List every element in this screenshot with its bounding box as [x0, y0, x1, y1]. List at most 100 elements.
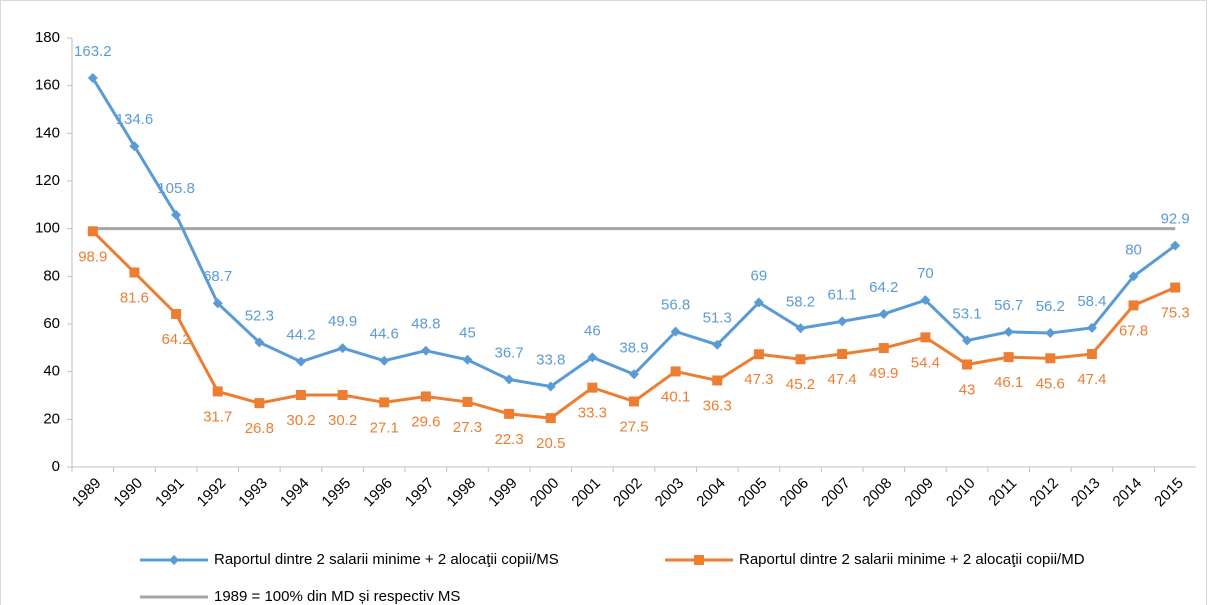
data-label: 134.6 — [116, 111, 154, 128]
y-tick-label: 0 — [52, 458, 60, 475]
data-point — [920, 332, 931, 343]
data-label: 33.8 — [536, 351, 565, 368]
data-label: 27.3 — [453, 419, 482, 436]
data-label: 98.9 — [78, 248, 107, 265]
data-label: 47.4 — [1077, 371, 1106, 388]
x-tick-label: 2007 — [818, 475, 854, 511]
data-label: 40.1 — [661, 388, 690, 405]
data-label: 58.2 — [786, 293, 815, 310]
data-point — [171, 308, 182, 319]
x-tick-label: 1999 — [485, 475, 521, 511]
data-point — [545, 381, 556, 392]
y-tick-label: 60 — [43, 315, 60, 332]
data-point — [295, 390, 306, 401]
data-point — [1128, 271, 1139, 282]
data-label: 46 — [584, 322, 601, 339]
x-tick-label: 2013 — [1068, 475, 1104, 511]
data-label: 56.8 — [661, 297, 690, 314]
data-point — [878, 308, 889, 319]
data-point — [379, 397, 390, 408]
data-label: 70 — [917, 265, 934, 282]
data-label: 56.7 — [994, 297, 1023, 314]
data-point — [795, 323, 806, 334]
data-point — [1128, 300, 1139, 311]
data-point — [171, 209, 182, 220]
y-tick-label: 180 — [35, 29, 60, 46]
data-point — [1086, 322, 1097, 333]
y-tick-label: 80 — [43, 267, 60, 284]
legend-marker — [694, 555, 704, 565]
data-label: 45 — [459, 325, 476, 342]
data-point — [587, 352, 598, 363]
data-point — [462, 396, 473, 407]
data-label: 80 — [1125, 241, 1142, 258]
data-label: 67.8 — [1119, 322, 1148, 339]
x-tick-label: 1994 — [277, 475, 313, 511]
data-label: 36.7 — [495, 345, 524, 362]
data-point — [712, 339, 723, 350]
data-label: 64.2 — [161, 331, 190, 348]
data-label: 30.2 — [328, 412, 357, 429]
data-point — [629, 396, 639, 407]
legend-marker — [169, 555, 179, 565]
x-tick-label: 2000 — [527, 475, 563, 511]
x-tick-label: 2012 — [1026, 475, 1062, 511]
x-tick-label: 2005 — [735, 475, 771, 511]
data-label: 44.6 — [370, 326, 399, 343]
data-label: 27.5 — [619, 418, 648, 435]
x-tick-label: 2011 — [985, 475, 1020, 510]
x-tick-label: 1991 — [152, 475, 188, 511]
data-label: 69 — [751, 268, 768, 285]
data-point — [504, 408, 515, 419]
data-label: 49.9 — [869, 365, 898, 382]
data-point — [420, 391, 431, 402]
data-point — [129, 141, 140, 152]
data-label: 49.9 — [328, 313, 357, 330]
data-point — [1045, 353, 1056, 364]
data-point — [753, 297, 764, 308]
x-tick-label: 2010 — [943, 475, 979, 511]
data-label: 22.3 — [495, 431, 524, 448]
x-tick-label: 2009 — [901, 475, 937, 511]
data-label: 44.2 — [286, 327, 315, 344]
data-label: 20.5 — [536, 435, 565, 452]
data-label: 64.2 — [869, 279, 898, 296]
data-point — [462, 354, 473, 365]
y-tick-label: 160 — [35, 77, 60, 94]
x-tick-label: 2006 — [777, 475, 813, 511]
data-label: 45.2 — [786, 376, 815, 393]
data-point — [87, 226, 98, 237]
data-label: 48.8 — [411, 316, 440, 333]
data-point — [212, 386, 223, 397]
x-tick-label: 1995 — [319, 475, 355, 511]
x-tick-label: 2003 — [652, 475, 688, 511]
data-label: 38.9 — [619, 339, 648, 356]
data-label: 31.7 — [203, 408, 232, 425]
data-label: 163.2 — [74, 43, 112, 60]
data-label: 27.1 — [370, 419, 399, 436]
data-point — [753, 349, 764, 360]
x-tick-label: 1992 — [194, 475, 230, 511]
data-point — [337, 390, 348, 401]
data-label: 29.6 — [411, 413, 440, 430]
x-tick-label: 1996 — [360, 475, 396, 511]
x-tick-label: 2014 — [1110, 475, 1146, 511]
data-label: 46.1 — [994, 374, 1023, 391]
data-point — [795, 354, 806, 365]
data-label: 54.4 — [911, 354, 940, 371]
data-point — [878, 343, 889, 354]
data-label: 51.3 — [703, 310, 732, 327]
data-point — [212, 298, 223, 309]
data-point — [1170, 240, 1181, 251]
x-tick-label: 1997 — [402, 475, 438, 511]
data-label: 36.3 — [703, 397, 732, 414]
data-label: 61.1 — [828, 286, 857, 303]
x-tick-label: 2004 — [693, 475, 729, 511]
data-label: 45.6 — [1036, 375, 1065, 392]
data-point — [837, 316, 848, 327]
data-label: 58.4 — [1077, 293, 1106, 310]
data-point — [1170, 282, 1181, 293]
x-tick-label: 2008 — [860, 475, 896, 511]
